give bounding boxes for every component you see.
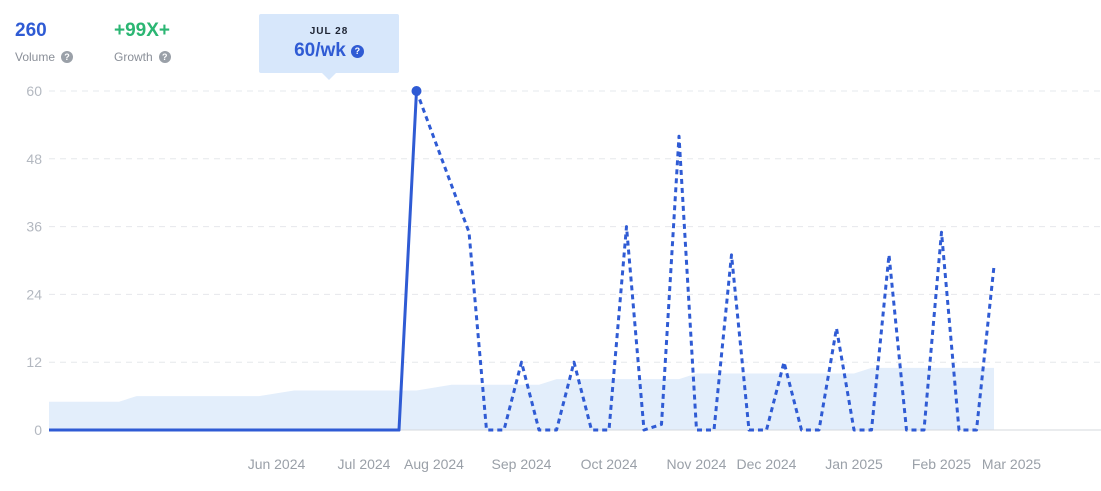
volume-metric: 260 Volume ? [15,20,74,64]
question-icon[interactable]: ? [61,51,74,63]
chart-tooltip: JUL 28 60/wk ? [259,14,399,80]
x-tick-label: Sep 2024 [492,456,552,472]
tooltip-date: JUL 28 [309,26,349,37]
x-tick-label: Mar 2025 [982,456,1041,472]
tooltip-value-row: 60/wk ? [259,40,399,62]
x-tick-label: Oct 2024 [581,456,638,472]
x-tick-label: Dec 2024 [737,456,797,472]
x-tick-label: Jan 2025 [825,456,883,472]
y-tick-label: 24 [26,286,42,302]
series-line-actual [49,90,418,432]
volume-label: Volume [15,50,56,64]
growth-value: +99X+ [114,20,170,41]
question-icon[interactable]: ? [350,44,364,58]
x-tick-label: Jul 2024 [338,456,391,472]
volume-area [49,367,994,430]
tooltip-value: 60/wk [294,40,346,61]
y-tick-label: 48 [26,151,42,167]
x-tick-label: Feb 2025 [912,456,971,472]
volume-value: 260 [15,20,47,41]
growth-label: Growth [114,50,153,64]
volume-label-row: Volume ? [15,50,74,64]
growth-label-row: Growth ? [114,50,171,64]
series-line-projected [415,90,996,432]
x-tick-label: Jun 2024 [248,456,306,472]
highlight-point [411,86,422,96]
y-tick-label: 12 [26,354,42,370]
tooltip-pointer [322,73,336,80]
y-tick-label: 36 [26,219,42,235]
question-icon[interactable]: ? [158,51,171,63]
y-tick-label: 0 [34,422,42,438]
x-tick-label: Nov 2024 [667,456,727,472]
x-tick-label: Aug 2024 [404,456,464,472]
growth-metric: +99X+ Growth ? [114,20,171,64]
y-tick-label: 60 [26,83,42,99]
